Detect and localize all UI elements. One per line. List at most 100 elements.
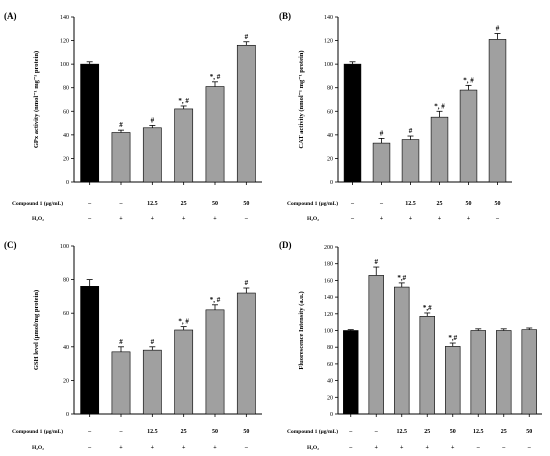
bar — [80, 63, 100, 183]
condition-row2-value: + — [409, 216, 413, 222]
bar — [368, 275, 384, 415]
y-tick-label: 140 — [324, 15, 333, 21]
y-tick-label: 40 — [327, 379, 333, 385]
y-tick-label: 20 — [63, 378, 69, 384]
bar — [521, 329, 537, 415]
y-tick-label: 60 — [327, 362, 333, 368]
condition-row1-value: 50 — [212, 201, 218, 207]
significance-label: # — [496, 25, 500, 33]
y-tick-label: 160 — [324, 278, 333, 284]
condition-row1-value: – — [119, 201, 124, 207]
condition-row2-value: + — [451, 445, 455, 451]
significance-label: # — [119, 121, 123, 129]
condition-row1-label: Compound 1 (μg/mL) — [287, 200, 338, 207]
condition-row1-value: 50 — [243, 201, 249, 207]
bar — [174, 108, 194, 183]
y-axis-label: GSH level (μmol/mg protein) — [33, 290, 40, 370]
significance-label: # — [151, 116, 155, 124]
y-tick-label: 0 — [66, 412, 69, 418]
significance-label: *, # — [178, 97, 189, 105]
significance-label: *,# — [423, 304, 432, 312]
y-tick-label: 80 — [63, 86, 69, 92]
condition-row1-value: 25 — [501, 429, 507, 435]
condition-row1-value: 25 — [181, 429, 187, 435]
bar — [401, 139, 420, 183]
condition-row2-label: H₂O₂ — [307, 445, 319, 451]
condition-row1-value: 50 — [243, 429, 249, 435]
bar — [236, 44, 256, 183]
significance-label: # — [409, 127, 413, 135]
bar — [205, 86, 225, 183]
condition-row2-value: + — [182, 445, 186, 451]
bar — [205, 309, 225, 415]
condition-row1-label: Compound 1 (μg/mL) — [287, 428, 338, 435]
condition-row2-value: + — [380, 216, 384, 222]
y-tick-label: 140 — [324, 295, 333, 301]
condition-row1-value: 12.5 — [147, 429, 158, 435]
condition-row1-value: 50 — [450, 429, 456, 435]
condition-row1-label: Compound 1 (μg/mL) — [12, 428, 63, 435]
condition-row1-value: 25 — [181, 201, 187, 207]
bar — [394, 286, 410, 415]
bar — [343, 63, 362, 183]
condition-row2-value: – — [350, 216, 355, 222]
condition-row1-value: 25 — [424, 429, 430, 435]
condition-row1-value: – — [348, 429, 353, 435]
condition-row2-value: – — [501, 445, 506, 451]
condition-row2-value: + — [467, 216, 471, 222]
y-tick-label: 20 — [327, 156, 333, 162]
condition-row1-value: – — [350, 201, 355, 207]
condition-row1-value: 12.5 — [473, 429, 484, 435]
condition-row2-value: + — [213, 445, 217, 451]
significance-label: # — [119, 338, 123, 346]
y-tick-label: 180 — [324, 262, 333, 268]
condition-row2-value: – — [348, 445, 353, 451]
y-tick-label: 100 — [324, 329, 333, 335]
condition-row1-value: 12.5 — [147, 201, 158, 207]
y-tick-label: 120 — [60, 39, 69, 45]
y-axis-label: GPx activity (nmol⁻¹ mg⁻¹ protein) — [33, 51, 40, 148]
y-tick-label: 0 — [330, 180, 333, 186]
condition-row1-value: – — [374, 429, 379, 435]
bar — [343, 330, 359, 415]
condition-row1-value: 50 — [495, 201, 501, 207]
bar — [372, 142, 391, 183]
bar — [142, 127, 162, 183]
y-axis-label: CAT activity (nmol⁻¹ mg⁻¹ protein) — [298, 50, 305, 148]
bar — [459, 89, 478, 183]
condition-row2-value: – — [527, 445, 532, 451]
significance-label: *, # — [463, 76, 474, 84]
y-axis-label: Fluorescence Intensity (a.u.) — [298, 291, 305, 369]
y-tick-label: 40 — [327, 133, 333, 139]
condition-row2-value: – — [244, 445, 249, 451]
condition-row2-value: + — [119, 216, 123, 222]
panel-label: (B) — [279, 11, 291, 21]
bar — [419, 316, 435, 415]
y-tick-label: 80 — [327, 86, 333, 92]
y-tick-label: 100 — [60, 62, 69, 68]
condition-row2-value: – — [87, 445, 92, 451]
condition-row2-value: + — [182, 216, 186, 222]
condition-row2-value: – — [87, 216, 92, 222]
condition-row2-value: + — [438, 216, 442, 222]
significance-label: # — [151, 338, 155, 346]
y-tick-label: 100 — [60, 244, 69, 250]
bar — [445, 346, 461, 415]
y-tick-label: 200 — [324, 245, 333, 251]
significance-label: # — [245, 33, 249, 41]
condition-row1-value: – — [87, 201, 92, 207]
y-tick-label: 60 — [63, 311, 69, 317]
y-tick-label: 140 — [60, 15, 69, 21]
condition-row1-value: 12.5 — [405, 201, 416, 207]
condition-row1-value: – — [119, 429, 124, 435]
condition-row1-value: 50 — [466, 201, 472, 207]
y-tick-label: 20 — [63, 156, 69, 162]
bar — [470, 330, 486, 415]
y-tick-label: 100 — [324, 62, 333, 68]
y-tick-label: 40 — [63, 133, 69, 139]
condition-row2-value: + — [375, 445, 379, 451]
y-tick-label: 60 — [63, 109, 69, 115]
significance-label: *, # — [210, 296, 221, 304]
significance-label: *, # — [178, 318, 189, 326]
y-tick-label: 120 — [324, 312, 333, 318]
